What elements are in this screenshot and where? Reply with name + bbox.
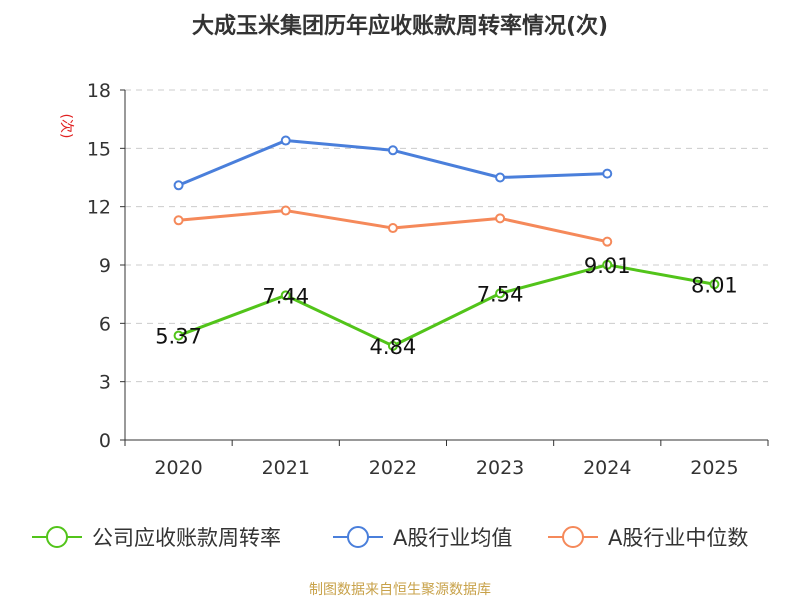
y-tick-label: 15 (87, 138, 111, 160)
series-points (173, 135, 720, 351)
data-point (387, 223, 398, 234)
legend-marker (347, 526, 369, 548)
x-tick-label: 2023 (476, 457, 524, 479)
grid-lines (125, 89, 768, 383)
series-lines (178, 139, 715, 348)
y-tick-label: 3 (99, 372, 111, 394)
legend-label: 公司应收账款周转率 (92, 526, 281, 550)
data-point (280, 205, 291, 216)
data-point (602, 259, 613, 270)
data-label: 7.54 (477, 282, 524, 306)
data-labels: 5.37 7.44 4.84 7.54 9.01 8.01 (155, 254, 738, 359)
x-tick-label: 2025 (690, 457, 738, 479)
chart-title: 大成玉米集团历年应收账款周转率情况(次) (192, 13, 608, 39)
y-tick-label: 12 (87, 197, 111, 219)
x-tick-label: 2022 (369, 457, 417, 479)
source-note: 制图数据来自恒生聚源数据库 (309, 582, 491, 598)
data-point (602, 236, 613, 247)
x-tick-label: 2024 (583, 457, 631, 479)
data-point (280, 290, 291, 301)
data-point (495, 172, 506, 183)
legend-marker (562, 526, 584, 548)
series-line-1 (178, 263, 715, 348)
axes: 0 3 6 9 12 15 18 2020 2021 2022 2023 2024 2025 (87, 80, 769, 479)
legend-marker (46, 526, 68, 548)
data-point (495, 213, 506, 224)
data-point (387, 340, 398, 351)
data-label: 8.01 (691, 273, 738, 297)
x-tick-label: 2020 (154, 457, 202, 479)
legend-label: A股行业中位数 (608, 526, 748, 550)
legend[interactable]: 公司应收账款周转率 A股行业均值 A股行业中位数 (32, 526, 748, 550)
y-tick-label: 18 (87, 80, 111, 102)
legend-label: A股行业均值 (393, 526, 512, 550)
data-label: 5.37 (155, 325, 202, 349)
data-point (709, 279, 720, 290)
data-point (173, 330, 184, 341)
legend-item-3[interactable]: A股行业中位数 (548, 526, 748, 550)
legend-item-1[interactable]: 公司应收账款周转率 (32, 526, 281, 550)
data-label: 4.84 (370, 335, 417, 359)
data-label: 7.44 (262, 284, 309, 308)
legend-item-2[interactable]: A股行业均值 (333, 526, 512, 550)
data-point (495, 288, 506, 299)
y-axis-label: (次) (58, 114, 74, 139)
x-tick-label: 2021 (262, 457, 310, 479)
y-tick-label: 6 (99, 313, 111, 335)
y-tick-label: 0 (99, 430, 111, 452)
data-label: 9.01 (584, 254, 631, 278)
y-tick-label: 9 (99, 255, 111, 277)
data-point (280, 135, 291, 146)
data-point (387, 145, 398, 156)
data-point (602, 168, 613, 179)
data-point (173, 180, 184, 191)
data-point (173, 215, 184, 226)
